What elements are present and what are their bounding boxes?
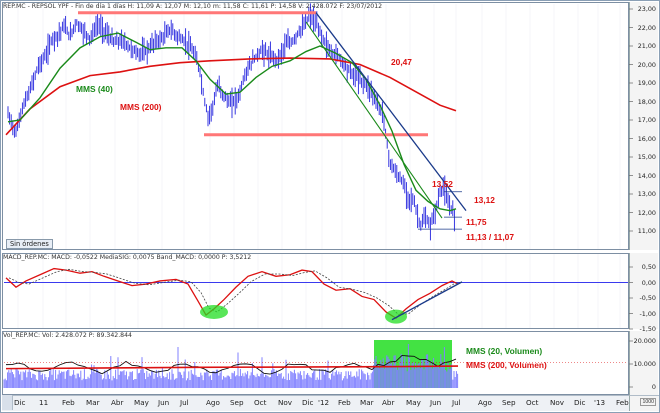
date-tick-label: '12 (318, 398, 330, 407)
macd-tick-label: -0,50 (639, 294, 656, 302)
price-tick-label: 12,00 (637, 208, 656, 217)
macd-signal-line (8, 268, 462, 316)
macd-axis[interactable] (629, 253, 658, 329)
macd-header: MACD_REP.MC: MACD: -0,0522 MediaSIG: 0,0… (3, 254, 252, 261)
mms40-line (7, 32, 457, 212)
value-1175-label: 11,75 (466, 217, 487, 227)
date-tick-label: Dic (302, 398, 314, 407)
date-tick-label: Nov (550, 398, 565, 407)
price-pane[interactable] (2, 2, 629, 250)
price-tick-label: 23,00 (637, 5, 656, 13)
date-tick-label: Abr (382, 398, 395, 407)
value-1352-label: 13,52 (432, 179, 453, 189)
volume-header: Vol_REP.MC: Vol: 2.428.072 P: 89.342.844 (3, 332, 132, 339)
price-header: REP.MC - REPSOL YPF - Fin de día 1 días … (3, 3, 383, 10)
macd-highlight-1 (200, 304, 228, 319)
downtrend-line (315, 12, 467, 212)
price-axis[interactable] (629, 2, 658, 250)
macd-tick-label: 0,50 (641, 263, 656, 271)
price-tick-label: 20,00 (637, 60, 656, 69)
price-tick-label: 16,00 (637, 134, 656, 143)
date-tick-label: Mar (86, 398, 100, 407)
macd-tick-label: 0,00 (641, 278, 656, 287)
vol-mms200-line (5, 365, 459, 370)
date-tick-label: Feb (338, 398, 351, 407)
mms200-label: MMS (200) (120, 102, 162, 112)
date-tick-label: 11 (39, 398, 49, 407)
price-tick-label: 13,00 (637, 190, 656, 198)
date-tick-label: Ago (478, 398, 492, 407)
macd-highlight-2 (385, 309, 407, 324)
mms200-line (5, 57, 457, 136)
date-tick-label: Mar (360, 398, 374, 407)
price-tick-label: 15,00 (637, 153, 656, 161)
date-tick-label: Ago (206, 398, 220, 407)
date-tick-label: May (406, 398, 421, 407)
volume-tick-label: 0 (651, 383, 656, 391)
price-tick-label: 19,00 (637, 79, 656, 87)
date-tick-label: '13 (594, 398, 606, 407)
price-tick-label: 21,00 (637, 42, 656, 50)
date-tick-label: Nov (278, 398, 293, 407)
date-tick-label: Abr (111, 398, 124, 407)
price-tick-label: 17,00 (637, 116, 656, 124)
date-tick-label: Jul (452, 398, 461, 407)
scrollbar-grip[interactable] (2, 395, 13, 410)
volume-axis[interactable] (629, 331, 658, 395)
date-tick-label: Feb (62, 398, 75, 407)
date-tick-label: Jun (158, 398, 170, 407)
volume-tick-label: 20.000 (633, 337, 656, 345)
mms-vol20-label: MMS (20, Volumen) (466, 346, 543, 356)
date-tick-label: May (134, 398, 149, 407)
date-tick-label: Dic (574, 398, 586, 407)
macd-trend-line (391, 281, 463, 321)
date-tick-label: Jun (430, 398, 442, 407)
date-tick-label: Oct (254, 398, 267, 407)
date-tick-label: Jul (180, 398, 189, 407)
date-tick-label: Sep (502, 398, 516, 407)
price-tick-label: 14,00 (637, 171, 656, 180)
value-1113-label: 11,13 / 11,07 (466, 232, 514, 242)
corner-label: 1000 (640, 398, 656, 406)
macd-tick-label: -1,50 (639, 325, 656, 333)
corner-box[interactable]: 1000 (629, 395, 659, 411)
date-tick-label: Sep (230, 398, 244, 407)
date-scrollbar[interactable] (2, 395, 629, 411)
macd-pane[interactable] (2, 253, 629, 329)
price-tick-label: 22,00 (637, 23, 656, 32)
date-tick-label: Oct (526, 398, 539, 407)
mms40-label: MMS (40) (76, 84, 113, 94)
mms-vol200-label: MMS (200, Volumen) (466, 360, 547, 370)
downtrend-line-2 (305, 21, 443, 219)
price-tick-label: 18,00 (637, 97, 656, 106)
price-tick-label: 11,00 (637, 227, 656, 235)
value-2047-label: 20,47 (391, 57, 412, 67)
macd-tick-label: -1,00 (639, 309, 656, 318)
value-1312-label: 13,12 (474, 195, 495, 205)
volume-tick-label: 10.000 (633, 360, 656, 368)
date-tick-label: Feb (616, 398, 629, 407)
date-tick-label: Dic (14, 398, 26, 407)
sin-ordenes-button[interactable]: Sin órdenes (6, 239, 53, 249)
